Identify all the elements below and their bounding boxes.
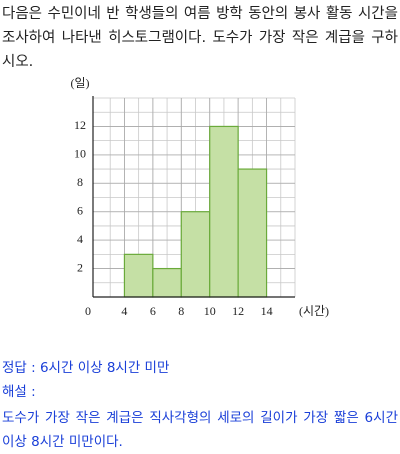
explanation: 도수가 가장 작은 계급은 직사각형의 세로의 길이가 가장 짧은 6시간 이상… — [2, 410, 398, 450]
y-tick-label: 6 — [77, 203, 83, 217]
bar — [123, 253, 154, 298]
x-tick-label: 4 — [121, 304, 127, 318]
bar — [209, 125, 239, 298]
explanation-title: 해설 : — [2, 384, 36, 400]
bar — [237, 168, 268, 298]
x-tick-label: 12 — [232, 304, 244, 318]
y-tick-label: 8 — [77, 175, 83, 189]
y-tick-label: 4 — [77, 232, 83, 246]
origin-label: 0 — [85, 304, 91, 318]
answer: 정답 : 6시간 이상 8시간 미만 — [2, 360, 170, 376]
histogram: 2 4 6 8 10 12 4 6 8 10 12 14 0 (일) (시간) — [70, 76, 329, 318]
y-axis-label: (일) — [70, 76, 89, 90]
x-tick-label: 8 — [178, 304, 184, 318]
x-axis-label: (시간) — [299, 304, 329, 318]
bar — [180, 211, 211, 298]
x-tick-label: 10 — [204, 304, 216, 318]
x-tick-label: 14 — [261, 304, 273, 318]
y-tick-label: 10 — [74, 147, 86, 161]
question: 다음은 수민이네 반 학생들의 여름 방학 동안의 봉사 활동 시간을 조사하여… — [2, 6, 398, 70]
y-tick-label: 2 — [77, 260, 83, 274]
x-tick-label: 6 — [150, 304, 156, 318]
y-tick-label: 12 — [74, 118, 86, 132]
bar — [152, 267, 182, 298]
